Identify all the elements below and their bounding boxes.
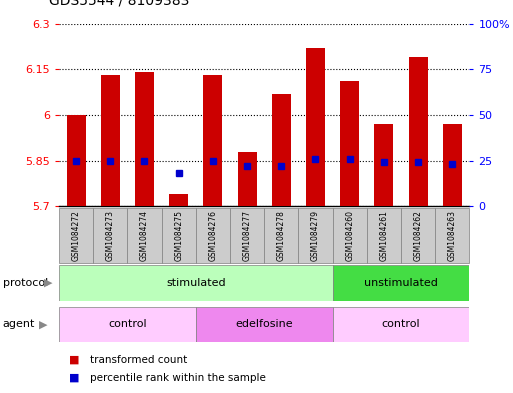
Text: GSM1084260: GSM1084260: [345, 210, 354, 261]
Bar: [264, 208, 299, 263]
Text: ■: ■: [69, 373, 80, 383]
Text: percentile rank within the sample: percentile rank within the sample: [90, 373, 266, 383]
Text: GSM1084261: GSM1084261: [380, 210, 388, 261]
Text: GSM1084276: GSM1084276: [208, 210, 218, 261]
Bar: [374, 124, 393, 206]
Bar: [272, 94, 291, 206]
Bar: [59, 307, 196, 342]
Bar: [101, 75, 120, 206]
Bar: [127, 208, 162, 263]
Bar: [93, 208, 127, 263]
Bar: [59, 208, 93, 263]
Text: unstimulated: unstimulated: [364, 278, 438, 288]
Text: GSM1084262: GSM1084262: [413, 210, 423, 261]
Text: GSM1084272: GSM1084272: [72, 210, 81, 261]
Text: control: control: [382, 319, 420, 329]
Bar: [299, 208, 332, 263]
Text: GSM1084263: GSM1084263: [448, 210, 457, 261]
Bar: [443, 124, 462, 206]
Bar: [332, 208, 367, 263]
Bar: [238, 151, 256, 206]
Text: agent: agent: [3, 319, 35, 329]
Bar: [340, 81, 359, 206]
Text: ▶: ▶: [38, 319, 47, 329]
Text: GDS5544 / 8109383: GDS5544 / 8109383: [49, 0, 189, 8]
Text: GSM1084275: GSM1084275: [174, 210, 183, 261]
Bar: [230, 208, 264, 263]
Bar: [435, 208, 469, 263]
Bar: [196, 307, 332, 342]
Text: control: control: [108, 319, 147, 329]
Bar: [204, 75, 222, 206]
Text: stimulated: stimulated: [166, 278, 226, 288]
Bar: [162, 208, 196, 263]
Text: GSM1084279: GSM1084279: [311, 210, 320, 261]
Text: GSM1084278: GSM1084278: [277, 210, 286, 261]
Bar: [401, 208, 435, 263]
Bar: [332, 307, 469, 342]
Text: GSM1084277: GSM1084277: [243, 210, 251, 261]
Text: transformed count: transformed count: [90, 354, 187, 365]
Bar: [59, 265, 332, 301]
Bar: [332, 265, 469, 301]
Bar: [367, 208, 401, 263]
Text: ▶: ▶: [44, 278, 52, 288]
Text: GSM1084274: GSM1084274: [140, 210, 149, 261]
Bar: [306, 48, 325, 206]
Text: protocol: protocol: [3, 278, 48, 288]
Text: edelfosine: edelfosine: [235, 319, 293, 329]
Text: GSM1084273: GSM1084273: [106, 210, 115, 261]
Bar: [196, 208, 230, 263]
Bar: [169, 194, 188, 206]
Bar: [135, 72, 154, 206]
Text: ■: ■: [69, 354, 80, 365]
Bar: [409, 57, 427, 206]
Bar: [67, 115, 86, 206]
